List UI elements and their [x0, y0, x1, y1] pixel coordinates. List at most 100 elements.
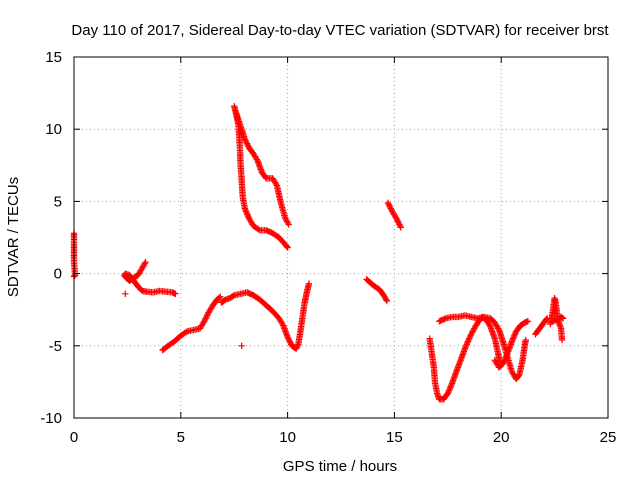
y-tick-label: -10	[40, 410, 62, 427]
data-point	[464, 338, 472, 345]
data-point	[447, 383, 455, 390]
data-point	[502, 354, 509, 361]
data-point	[447, 384, 454, 391]
data-point	[285, 335, 292, 342]
data-point	[238, 342, 245, 349]
data-point	[396, 221, 403, 228]
data-point	[242, 206, 249, 214]
data-point	[461, 345, 469, 352]
data-point	[394, 218, 402, 225]
data-point	[508, 338, 516, 345]
x-axis-label: GPS time / hours	[283, 458, 397, 475]
data-point	[244, 211, 251, 218]
data-point	[446, 385, 453, 393]
y-axis-label: SDTVAR / TECUs	[5, 177, 22, 297]
plot-frame	[73, 56, 609, 419]
data-point	[558, 336, 566, 344]
data-point	[386, 202, 393, 209]
grid	[74, 57, 608, 418]
data-point	[511, 331, 519, 338]
data-point	[463, 341, 470, 348]
data-point	[202, 315, 209, 322]
data-point	[241, 205, 249, 212]
data-point	[385, 201, 392, 208]
data-point	[445, 388, 452, 396]
data-point	[255, 226, 262, 233]
data-point	[279, 320, 286, 328]
data-point	[395, 219, 402, 227]
data-point	[558, 314, 566, 321]
x-tick-label: 25	[600, 429, 617, 446]
x-tick-label: 20	[493, 429, 510, 446]
data-point	[141, 260, 148, 267]
data-point	[396, 222, 404, 230]
data-point	[285, 336, 293, 344]
data-point	[244, 212, 252, 220]
data-point	[510, 333, 517, 341]
data-point	[445, 387, 453, 394]
x-tick-label: 15	[386, 429, 403, 446]
data-point	[272, 180, 280, 188]
data-point	[203, 313, 210, 321]
data-point	[245, 214, 252, 221]
data-point	[397, 224, 405, 231]
data-point	[511, 332, 518, 339]
data-point	[203, 312, 211, 319]
x-tick-label: 0	[70, 429, 78, 446]
data-point	[216, 294, 223, 301]
data-point	[394, 216, 401, 224]
data-point	[464, 339, 471, 347]
data-point	[467, 332, 474, 339]
data-point	[503, 351, 511, 358]
x-tick-label: 10	[279, 429, 296, 446]
y-tick-label: 10	[45, 121, 62, 138]
data-point	[293, 344, 301, 351]
data-point	[242, 208, 250, 215]
data-point	[509, 335, 517, 342]
data-point	[305, 280, 313, 287]
data-point	[242, 137, 249, 144]
data-point	[384, 199, 392, 207]
data-point	[243, 138, 250, 146]
data-point	[241, 136, 249, 143]
data-point	[465, 336, 472, 344]
ticks: 0 5 10 15 20 25 -10 -5 0 5 10 15	[40, 49, 616, 446]
data-point	[466, 333, 474, 341]
data-point	[448, 381, 455, 388]
data-point	[386, 203, 394, 211]
data-point	[501, 355, 509, 362]
data-point	[243, 140, 251, 147]
data-point	[284, 244, 291, 251]
data-point	[284, 333, 291, 341]
data-point	[444, 390, 451, 397]
data-point	[201, 316, 209, 324]
data-point	[253, 156, 261, 163]
data-point	[294, 342, 301, 349]
data-point	[383, 297, 391, 305]
data-point	[284, 219, 292, 227]
y-tick-label: 5	[54, 193, 62, 210]
data-point	[172, 290, 179, 298]
y-tick-label: 0	[54, 266, 62, 283]
data-point	[468, 329, 476, 337]
data-point	[217, 293, 224, 300]
data-point	[287, 339, 294, 347]
data-point	[122, 290, 129, 298]
x-tick-label: 5	[177, 429, 185, 446]
data-point	[500, 358, 508, 365]
data-point	[201, 318, 208, 325]
data-point	[559, 315, 567, 322]
data-point	[462, 342, 470, 349]
data-point	[500, 359, 507, 367]
data-point	[468, 331, 475, 338]
chart-title: Day 110 of 2017, Sidereal Day-to-day VTE…	[71, 22, 609, 39]
data-point	[462, 344, 469, 351]
data-point	[522, 336, 529, 344]
data-point	[286, 338, 293, 345]
data-point	[503, 352, 510, 360]
data-point	[524, 318, 532, 325]
y-tick-label: -5	[49, 338, 62, 355]
data-point	[283, 243, 291, 250]
data-point	[393, 215, 400, 222]
